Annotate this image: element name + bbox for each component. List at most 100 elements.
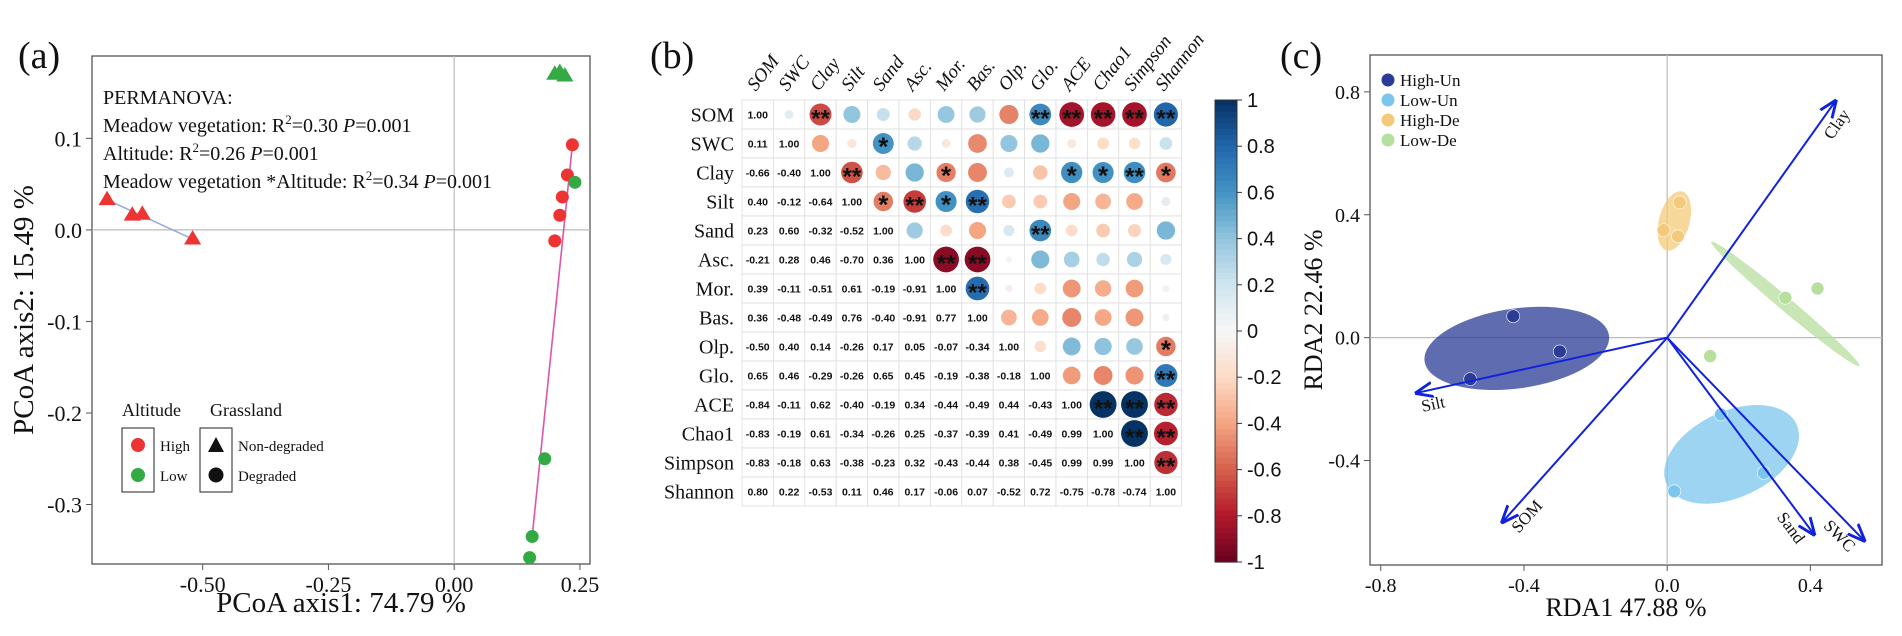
corr-value: -0.52 [840,226,864,238]
panel-b-label: (b) [650,35,694,77]
corr-circle [1063,192,1081,211]
corr-value: 0.60 [779,226,800,238]
group-point [1656,223,1671,237]
colorbar-segment [1215,515,1237,523]
colorbar-tick-label: 1 [1247,90,1258,112]
environment-arrow [1666,336,1864,541]
colorbar-tick-label: 0.6 [1247,182,1275,204]
corr-value: -0.44 [966,458,990,470]
panel-a: (a) -0.50 -0.25 0.00 0.25 0.1 0.0 -0.1 -0.2 -0.… [8,35,599,619]
corr-cell [992,389,1026,420]
corr-significance: ** [937,251,956,278]
corr-value: 0.46 [873,487,894,499]
group-point [1810,281,1825,296]
corr-value: 0.99 [1061,458,1082,470]
corr-significance: * [1161,161,1172,191]
corr-circle [1059,102,1085,127]
colorbar-tick-label: -0.2 [1247,367,1281,389]
colorbar-segment [1215,290,1237,297]
corr-cell [961,302,994,333]
corr-value: -0.66 [746,168,770,180]
corr-value: -0.43 [1028,400,1052,412]
corr-value: -0.07 [934,342,958,354]
corr-value: 0.32 [904,458,925,470]
corr-value: -0.70 [840,255,864,267]
group-point [1703,349,1717,363]
corr-value: 0.61 [842,284,863,296]
colorbar-segment [1215,538,1237,546]
corr-cell [1024,418,1057,449]
corr-value: -0.11 [777,400,801,412]
corr-row-label: Mor. [696,279,734,301]
corr-value: 0.38 [999,458,1020,470]
group-point [1667,484,1682,499]
corr-circle [937,106,955,123]
corr-circle [1097,137,1109,150]
panel-a-connector-line [531,144,574,537]
corr-circle [905,163,924,182]
corr-cell [773,244,806,275]
corr-circle [841,161,863,184]
corr-significance: ** [1031,106,1050,133]
corr-value: -0.39 [966,429,990,441]
environment-arrow [1666,337,1814,535]
panel-c-x-tick-label: 0.4 [1798,575,1823,597]
corr-value: 0.11 [748,139,768,151]
panel-a-x-tick-label: 0.25 [561,572,600,597]
corr-significance: ** [1094,396,1113,423]
permanova-line-altitude: Altitude: R2=0.26 P=0.001 [103,140,319,165]
corr-circle [1005,284,1013,293]
corr-circle [1067,139,1077,148]
colorbar-segment [1215,382,1237,390]
corr-circle [1061,161,1083,184]
colorbar-tick-label: 0.2 [1247,275,1275,297]
corr-circle [1128,137,1141,150]
colorbar-segment [1215,400,1237,407]
legend-group-label: Low-De [1400,131,1457,150]
arrow-label: Silt [1420,392,1447,416]
legend-group-marker [1381,93,1395,107]
corr-value: -0.26 [840,342,864,354]
panel-a-y-tick-label: -0.2 [47,401,82,426]
colorbar-tick-label: -0.6 [1247,460,1281,482]
corr-significance: ** [1125,106,1144,133]
colorbar-segment [1215,556,1237,563]
corr-cell [741,447,774,478]
corr-cell [898,447,931,478]
colorbar-segment [1215,429,1237,436]
corr-value: -0.40 [840,400,864,412]
corr-value: 0.05 [904,342,925,354]
corr-value: -0.83 [746,458,770,470]
colorbar-segment [1215,267,1237,274]
panel-c-y-tick-label: 0.8 [1335,82,1360,104]
corr-cell [867,331,900,362]
corr-value: -0.12 [777,197,801,209]
corr-value: -0.11 [777,284,801,296]
colorbar-segment [1215,325,1237,332]
arrow-label: Sand [1773,508,1809,547]
corr-column-label: SOM [743,50,784,95]
colorbar-segment [1215,417,1237,424]
corr-circle [903,190,926,213]
corr-value: -0.37 [934,429,958,441]
corr-circle [1160,253,1172,266]
panel-a-point-triangle [184,230,202,245]
colorbar-segment [1215,255,1237,263]
colorbar-segment [1215,192,1237,199]
colorbar-segment [1215,521,1237,528]
corr-circle [968,163,987,182]
corr-cell [992,418,1026,449]
corr-cell [1024,476,1057,507]
legend-high-label: High [160,439,191,455]
corr-cell [898,331,931,362]
corr-cell [930,418,963,449]
colorbar-segment [1215,319,1237,326]
legend-group-marker [1381,73,1395,87]
corr-value: 0.80 [747,487,768,499]
corr-cell [773,128,806,159]
colorbar-segment [1215,440,1237,448]
colorbar-segment [1215,227,1237,234]
corr-cell [898,360,931,391]
corr-cell [867,273,900,304]
